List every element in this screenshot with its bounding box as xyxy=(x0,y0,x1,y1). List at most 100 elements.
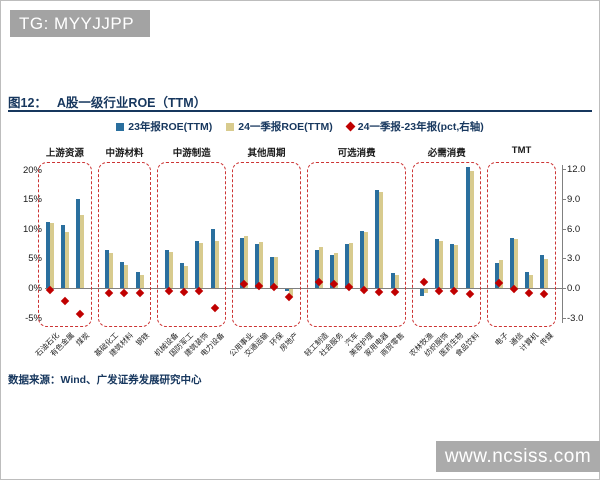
group-box xyxy=(307,162,407,327)
left-axis-tick-label: 15% xyxy=(22,194,42,206)
left-axis-tick-label: -5% xyxy=(25,312,42,324)
tan-square-icon xyxy=(226,122,235,131)
group-box xyxy=(38,162,92,327)
right-axis-tick-label: -3.0 xyxy=(567,312,584,324)
bar-2023-房地产 xyxy=(285,289,290,292)
bar-2023-基础化工 xyxy=(105,250,110,288)
right-axis-tick xyxy=(562,198,566,200)
bar-2024q1-钢铁 xyxy=(139,274,144,288)
bar-2023-交通运输 xyxy=(254,243,259,288)
legend-label-diff: 24一季报-23年报(pct,右轴) xyxy=(357,121,484,133)
bar-2023-通信 xyxy=(509,238,514,288)
bar-2024q1-电子 xyxy=(498,260,503,288)
bar-2024q1-建筑装饰 xyxy=(199,243,204,288)
bar-2023-计算机 xyxy=(525,272,530,288)
bar-2024q1-社会服务 xyxy=(333,253,338,288)
bar-2023-商贸零售 xyxy=(390,272,395,288)
right-axis-line xyxy=(562,165,563,323)
bar-2024q1-石油石化 xyxy=(49,223,54,288)
title-underline xyxy=(8,110,592,112)
group-box xyxy=(157,162,227,327)
figure-title: 图12： A股一级行业ROE（TTM） xyxy=(8,92,206,111)
bar-2024q1-美容护理 xyxy=(364,232,369,288)
right-axis-tick xyxy=(562,317,566,319)
bar-2023-电力设备 xyxy=(210,228,215,288)
left-axis-tick-label: 10% xyxy=(22,223,42,235)
watermark-banner: www.ncsiss.com xyxy=(436,441,600,472)
bar-2024q1-纺织服饰 xyxy=(439,241,444,288)
left-axis-tick-label: 5% xyxy=(28,253,42,265)
bar-2024q1-建筑材料 xyxy=(124,264,129,288)
bar-2024q1-医药生物 xyxy=(454,245,459,288)
bar-2024q1-家用电器 xyxy=(379,192,384,288)
left-axis-tick-label: 20% xyxy=(22,164,42,176)
bar-2023-社会服务 xyxy=(329,255,334,288)
legend-item-2024q1-report: 24一季报ROE(TTM) xyxy=(226,119,333,134)
right-axis-tick xyxy=(562,258,566,260)
figure-number: 图12： xyxy=(8,96,47,110)
right-axis-tick-label: 12.0 xyxy=(567,164,586,175)
right-axis-tick-label: 9.0 xyxy=(567,193,581,205)
tg-banner: TG: MYYJJPP xyxy=(10,10,150,37)
bar-2024q1-汽车 xyxy=(349,243,354,288)
bar-2024q1-传媒 xyxy=(544,258,549,288)
bar-2023-公用事业 xyxy=(239,238,244,288)
group-label: 可选消费 xyxy=(337,148,376,159)
right-axis-tick xyxy=(562,228,566,230)
bar-2023-家用电器 xyxy=(375,189,380,288)
bar-2024q1-基础化工 xyxy=(109,253,114,288)
bar-2023-传媒 xyxy=(540,255,545,288)
bar-2023-汽车 xyxy=(345,243,350,288)
group-label: 上游资源 xyxy=(45,148,84,159)
bar-2024q1-电力设备 xyxy=(214,240,219,288)
bar-2023-医药生物 xyxy=(450,243,455,288)
group-box xyxy=(487,162,556,327)
legend-label-2023: 23年报ROE(TTM) xyxy=(128,121,213,133)
right-axis-tick xyxy=(562,288,566,289)
group-label: 中游材料 xyxy=(105,148,144,159)
bar-2024q1-食品饮料 xyxy=(469,170,474,288)
group-label: 中游制造 xyxy=(172,148,211,159)
group-box xyxy=(232,162,301,327)
bar-2023-煤炭 xyxy=(76,199,81,288)
bar-2023-农林牧渔 xyxy=(419,289,424,297)
bar-2024q1-煤炭 xyxy=(80,214,85,288)
group-box xyxy=(97,162,152,327)
right-axis-tick-label: 6.0 xyxy=(567,223,581,235)
figure-title-text: A股一级行业ROE（TTM） xyxy=(56,96,207,110)
bar-2024q1-农林牧渔 xyxy=(423,289,428,293)
bar-2023-有色金属 xyxy=(60,224,65,288)
legend-label-2024q1: 24一季报ROE(TTM) xyxy=(238,121,333,133)
bar-2023-建筑装饰 xyxy=(195,241,200,288)
left-axis-tick-label: 0% xyxy=(28,283,42,294)
bar-2023-环保 xyxy=(270,257,275,288)
bar-2024q1-商贸零售 xyxy=(394,274,399,288)
bar-2024q1-有色金属 xyxy=(64,232,69,288)
bar-2024q1-国防军工 xyxy=(184,265,189,288)
bar-2024q1-机械设备 xyxy=(168,251,173,288)
right-axis-tick xyxy=(562,169,566,170)
group-label: 必需消费 xyxy=(427,148,466,159)
bar-2024q1-环保 xyxy=(274,256,279,288)
bar-2024q1-通信 xyxy=(513,238,518,288)
bar-2023-钢铁 xyxy=(135,272,140,288)
bar-2023-建筑材料 xyxy=(120,261,125,288)
right-axis-tick-label: 3.0 xyxy=(567,253,581,265)
bar-2023-电子 xyxy=(494,263,499,288)
bar-2023-美容护理 xyxy=(360,231,365,288)
legend-item-diff: 24一季报-23年报(pct,右轴) xyxy=(345,119,484,134)
bar-2023-机械设备 xyxy=(164,250,169,288)
bar-2023-轻工制造 xyxy=(314,250,319,288)
bar-2024q1-房地产 xyxy=(289,289,294,297)
group-label: TMT xyxy=(511,145,532,156)
bar-2024q1-计算机 xyxy=(529,274,534,288)
legend-item-2023-report: 23年报ROE(TTM) xyxy=(116,119,212,134)
blue-square-icon xyxy=(116,122,125,131)
bar-2023-国防军工 xyxy=(180,263,185,288)
bar-2024q1-公用事业 xyxy=(243,235,248,288)
data-source: 数据来源：Wind、广发证券发展研究中心 xyxy=(8,374,202,386)
right-axis-tick-label: 0.0 xyxy=(567,283,581,294)
bar-2024q1-交通运输 xyxy=(258,242,263,288)
